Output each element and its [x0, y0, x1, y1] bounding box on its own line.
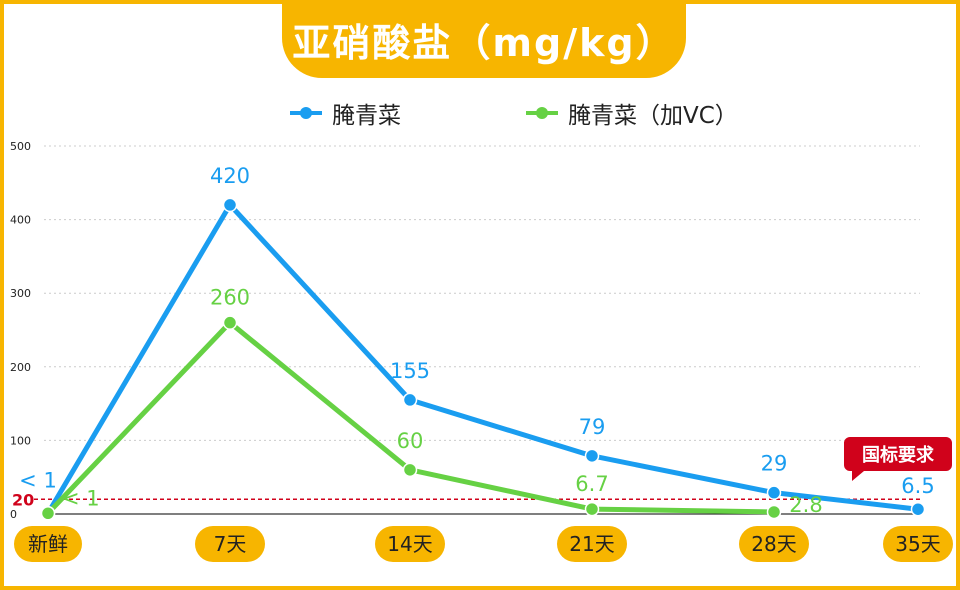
- data-label: < 1: [62, 486, 100, 510]
- data-label: 6.5: [901, 474, 934, 498]
- data-point: [402, 392, 418, 408]
- x-tick-label: 新鲜: [28, 532, 68, 556]
- data-point: [222, 315, 238, 330]
- data-point: [222, 197, 238, 213]
- x-tick-label: 21天: [569, 532, 614, 556]
- title-tab: 亚硝酸盐（mg/kg）: [282, 0, 686, 78]
- chart-plot: 500 400 300 200 100 020 国标要求 < 1 420 155 79 29 6.5 < …: [10, 140, 953, 562]
- legend-label-series-1: 腌青菜: [332, 103, 401, 129]
- data-point: [766, 485, 782, 500]
- y-tick-label: 200: [10, 361, 31, 374]
- y-tick-label: 100: [10, 434, 31, 447]
- x-tick-label: 35天: [895, 532, 940, 556]
- data-label: 29: [761, 452, 788, 476]
- data-label: 79: [579, 415, 606, 439]
- data-point: [910, 501, 926, 517]
- chart-title: 亚硝酸盐（mg/kg）: [292, 20, 676, 65]
- x-category: 14天: [375, 526, 445, 562]
- x-category: 新鲜: [14, 526, 82, 562]
- x-category-pill: [883, 526, 953, 562]
- x-category-pill: [739, 526, 809, 562]
- x-category-pill: [375, 526, 445, 562]
- data-point: [402, 462, 418, 478]
- legend-marker-series-2: [526, 107, 558, 119]
- series-line-2: [45, 320, 777, 516]
- x-category: 21天: [557, 526, 627, 562]
- x-category: 28天: [739, 526, 809, 562]
- legend-label-series-2: 腌青菜（加VC）: [568, 103, 738, 129]
- data-point: [584, 448, 600, 464]
- x-category-pill: [195, 526, 265, 562]
- y-tick-label: 400: [10, 214, 31, 227]
- data-point: [584, 501, 600, 517]
- x-category: 35天: [883, 526, 953, 562]
- data-label: 60: [397, 429, 424, 453]
- legend-marker-series-1: [290, 107, 322, 119]
- data-label: 155: [390, 359, 430, 383]
- legend-item-series-1: 腌青菜: [288, 96, 401, 130]
- data-label: 420: [210, 164, 250, 188]
- x-tick-label: 7天: [214, 532, 247, 556]
- chart-legend: 腌青菜 腌青菜（加VC）: [4, 96, 960, 130]
- standard-callout: 国标要求: [844, 437, 952, 481]
- y-tick-label: 0: [10, 508, 17, 521]
- y-tick-label: 300: [10, 287, 31, 300]
- data-point: [766, 504, 782, 520]
- data-label: < 1: [19, 468, 57, 492]
- series-line-1: [45, 202, 921, 516]
- y-tick-label: 500: [10, 140, 31, 153]
- x-category-pill: [557, 526, 627, 562]
- data-label: 260: [210, 286, 250, 310]
- legend-item-series-2: 腌青菜（加VC）: [524, 96, 738, 130]
- x-tick-label: 14天: [387, 532, 432, 556]
- x-category: 7天: [195, 526, 265, 562]
- data-label: 6.7: [575, 472, 608, 496]
- data-point: [40, 506, 56, 521]
- callout-bubble: [844, 437, 952, 481]
- x-category-pill: [14, 526, 82, 562]
- x-tick-label: 28天: [751, 532, 796, 556]
- data-label: 2.8: [789, 493, 822, 517]
- callout-text: 国标要求: [862, 444, 935, 466]
- reference-line-label: 20: [12, 490, 34, 509]
